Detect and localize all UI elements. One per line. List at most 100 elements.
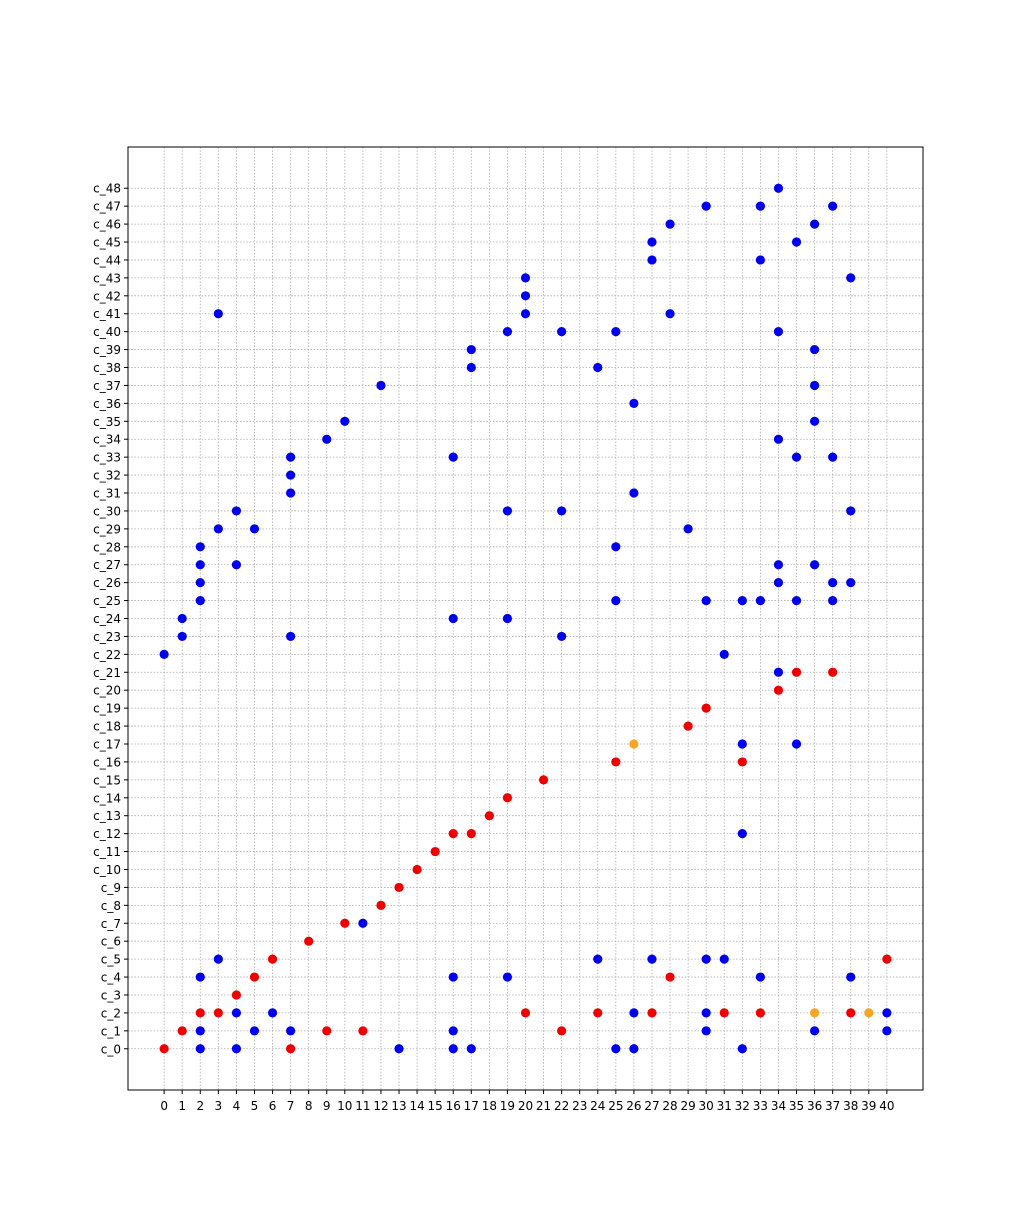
blue-point	[448, 1044, 458, 1054]
blue-point	[773, 560, 784, 570]
y-tick-label: c_5	[101, 953, 121, 967]
x-tick-label: 1	[178, 1099, 186, 1113]
plot-frame	[127, 146, 924, 1091]
blue-point	[828, 201, 838, 211]
red-point	[159, 1044, 169, 1054]
blue-point	[286, 631, 296, 642]
y-tick-label: c_37	[93, 379, 121, 393]
blue-point	[665, 309, 675, 319]
red-point	[231, 990, 242, 1000]
x-tick-label: 4	[233, 1099, 241, 1113]
red-point	[376, 900, 386, 910]
blue-point	[557, 631, 567, 642]
y-tick-label: c_30	[93, 504, 121, 518]
blue-point	[755, 201, 765, 211]
blue-point	[828, 452, 838, 462]
y-tick-label: c_10	[93, 863, 121, 877]
red-point	[502, 793, 513, 803]
y-tick-label: c_27	[93, 558, 121, 572]
red-point	[791, 667, 802, 677]
blue-point	[231, 1008, 242, 1018]
red-point	[484, 811, 494, 821]
x-tick-label: 38	[843, 1099, 858, 1113]
blue-point	[755, 595, 765, 606]
red-point	[195, 1008, 205, 1018]
x-tick-label: 27	[644, 1099, 659, 1113]
blue-point	[195, 1026, 205, 1036]
blue-point	[213, 524, 223, 534]
y-tick-label: c_12	[93, 827, 121, 841]
x-tick-label: 10	[337, 1099, 352, 1113]
blue-point	[701, 1008, 711, 1018]
blue-point	[846, 273, 856, 283]
blue-point	[231, 1044, 242, 1054]
blue-point	[773, 667, 784, 677]
red-point	[340, 918, 350, 928]
x-tick-label: 8	[305, 1099, 313, 1113]
y-tick-label: c_34	[93, 433, 121, 447]
blue-point	[502, 613, 513, 624]
blue-point	[611, 595, 621, 606]
blue-point	[502, 327, 513, 337]
red-point	[846, 1008, 856, 1018]
x-tick-label: 16	[446, 1099, 461, 1113]
blue-point	[177, 631, 187, 642]
x-tick-label: 3	[215, 1099, 223, 1113]
red-point	[358, 1026, 368, 1036]
blue-point	[737, 829, 747, 839]
red-point	[593, 1008, 603, 1018]
blue-point	[828, 578, 838, 588]
x-tick-label: 5	[251, 1099, 259, 1113]
x-tick-label: 2	[196, 1099, 204, 1113]
x-tick-label: 31	[717, 1099, 732, 1113]
x-tick-label: 34	[771, 1099, 786, 1113]
blue-point	[448, 1026, 458, 1036]
blue-point	[520, 291, 531, 301]
blue-point	[629, 398, 639, 408]
y-tick-label: c_7	[101, 917, 121, 931]
x-tick-label: 15	[428, 1099, 443, 1113]
x-tick-label: 22	[554, 1099, 569, 1113]
blue-point	[882, 1026, 892, 1036]
blue-point	[846, 578, 856, 588]
red-point	[701, 703, 711, 713]
blue-point	[231, 506, 242, 516]
blue-point	[737, 739, 747, 749]
x-tick-label: 23	[572, 1099, 587, 1113]
y-tick-label: c_22	[93, 648, 121, 662]
blue-point	[701, 201, 711, 211]
y-tick-label: c_4	[101, 971, 121, 985]
red-point	[755, 1008, 765, 1018]
red-point	[267, 954, 278, 964]
y-tick-label: c_45	[93, 236, 121, 250]
x-tick-label: 17	[464, 1099, 479, 1113]
orange-point	[864, 1008, 874, 1018]
x-tick-label: 37	[825, 1099, 840, 1113]
y-tick-label: c_2	[101, 1006, 121, 1020]
y-tick-label: c_21	[93, 666, 121, 680]
blue-point	[791, 595, 802, 606]
blue-point	[846, 972, 856, 982]
blue-point	[665, 219, 675, 229]
y-tick-label: c_9	[101, 881, 121, 895]
y-tick-label: c_13	[93, 809, 121, 823]
y-tick-label: c_38	[93, 361, 121, 375]
red-point	[177, 1026, 187, 1036]
x-tick-label: 29	[680, 1099, 695, 1113]
red-point	[304, 936, 314, 946]
blue-point	[286, 452, 296, 462]
x-tick-label: 13	[391, 1099, 406, 1113]
blue-point	[286, 470, 296, 480]
blue-point	[773, 327, 784, 337]
y-tick-label: c_41	[93, 307, 121, 321]
blue-point	[249, 1026, 260, 1036]
blue-point	[195, 560, 205, 570]
y-tick-label: c_47	[93, 200, 121, 214]
blue-point	[376, 380, 386, 391]
blue-point	[719, 649, 729, 659]
y-tick-label: c_11	[93, 845, 121, 859]
blue-point	[267, 1008, 278, 1018]
red-point	[412, 864, 422, 875]
